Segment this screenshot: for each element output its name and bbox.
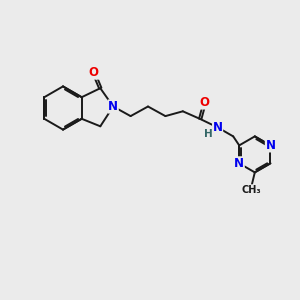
Text: N: N <box>213 121 223 134</box>
Text: O: O <box>89 66 99 79</box>
Text: N: N <box>108 100 118 113</box>
Text: N: N <box>266 139 275 152</box>
Text: N: N <box>234 157 244 170</box>
Text: CH₃: CH₃ <box>242 185 261 195</box>
Text: H: H <box>204 129 213 139</box>
Text: O: O <box>200 96 210 109</box>
